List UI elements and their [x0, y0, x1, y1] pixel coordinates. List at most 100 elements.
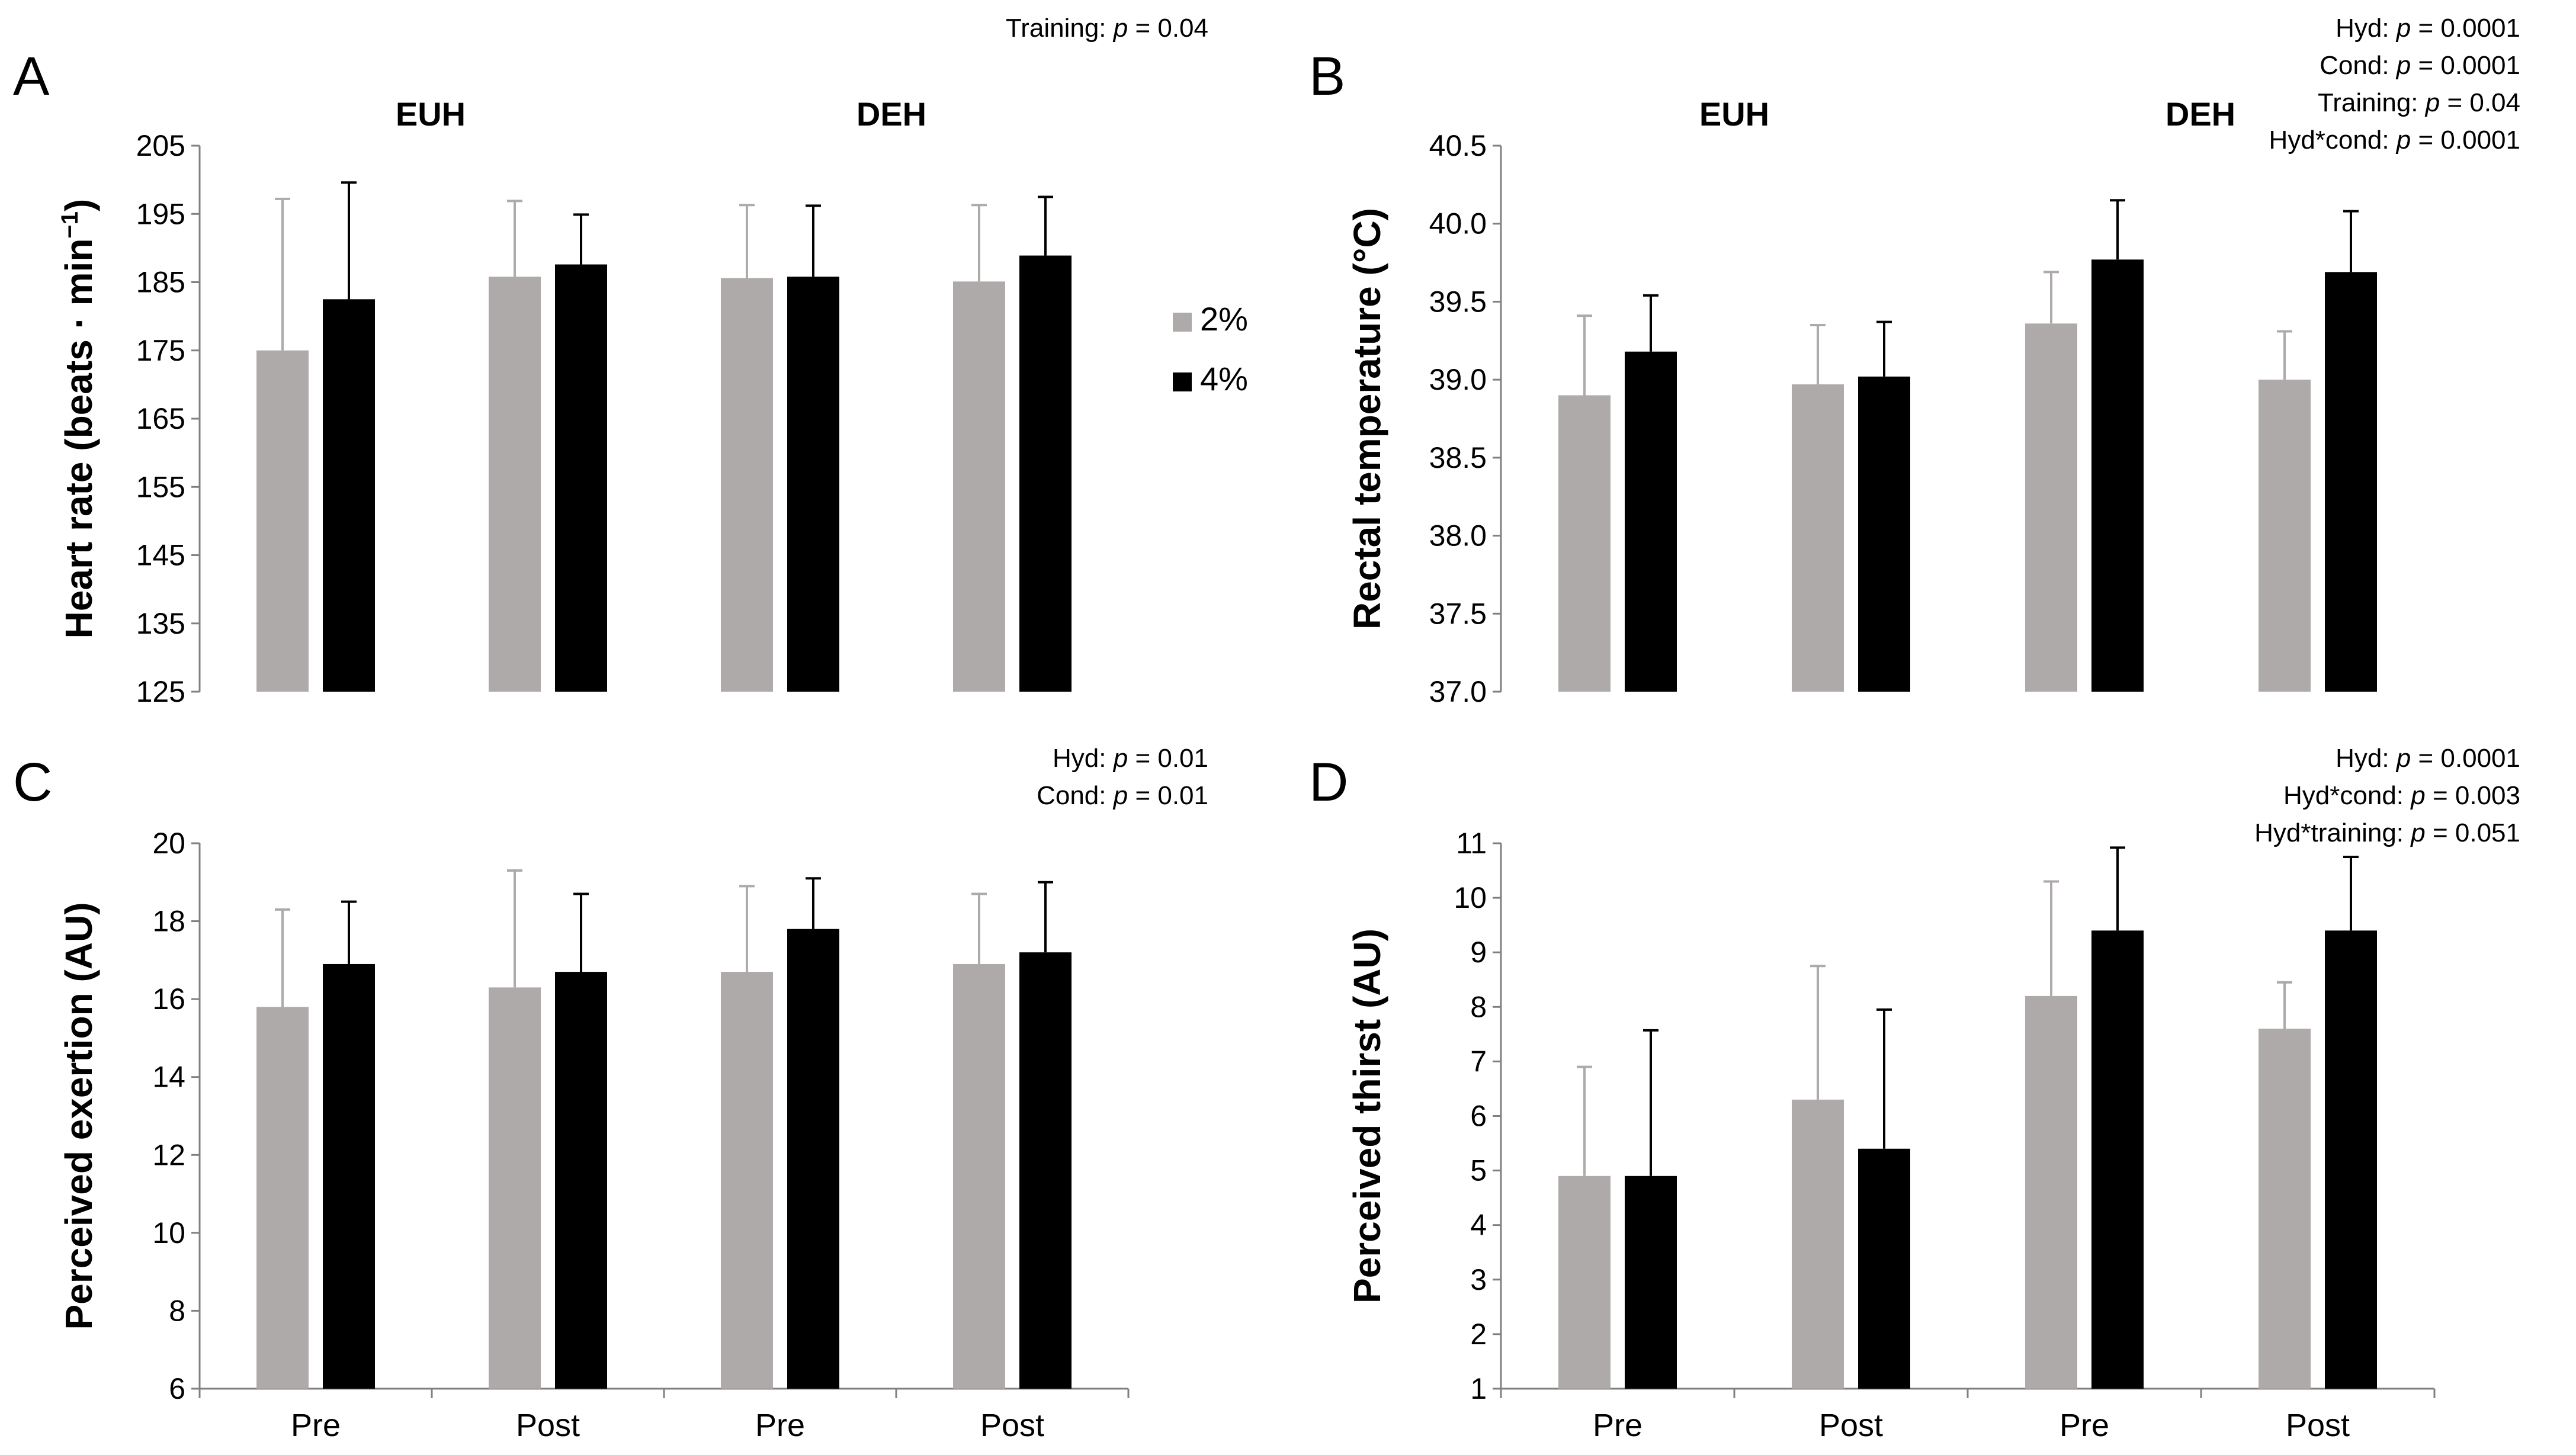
stat-annotation: Training: p = 0.04: [1006, 14, 1208, 43]
bar-4pct: [1019, 952, 1072, 1389]
y-tick-label: 165: [136, 402, 185, 435]
bar-4pct: [555, 264, 607, 692]
bar-2pct: [721, 972, 773, 1389]
y-tick-label: 205: [136, 129, 185, 162]
bar-2pct: [2025, 323, 2077, 692]
legend: 2% 4%: [1173, 300, 1248, 397]
x-tick-label: Post: [980, 1408, 1044, 1443]
y-tick-label: 39.5: [1429, 285, 1487, 318]
y-tick-label: 1: [1470, 1372, 1487, 1405]
panel-letter: C: [13, 752, 52, 812]
y-tick-label: 5: [1470, 1154, 1487, 1187]
bar-4pct: [2091, 930, 2144, 1389]
y-tick-label: 11: [1456, 827, 1487, 860]
stat-annotation: Hyd: p = 0.01: [1053, 744, 1208, 773]
stat-annotation: Cond: p = 0.0001: [2320, 51, 2520, 80]
y-tick-label: 39.0: [1429, 363, 1487, 396]
bar-2pct: [1558, 1175, 1611, 1389]
panel-d: D Hyd: p = 0.0001 Hyd*cond: p = 0.003 Hyd*t…: [1309, 744, 2520, 1443]
bar-2pct: [489, 277, 541, 692]
bar-4pct: [1019, 255, 1072, 692]
bar-4pct: [2325, 930, 2377, 1389]
bar-2pct: [1792, 1099, 1844, 1389]
bar-2pct: [1558, 395, 1611, 692]
legend-swatch: [1173, 313, 1192, 332]
y-tick-label: 8: [169, 1294, 185, 1327]
legend-label: 2%: [1200, 300, 1248, 338]
bar-4pct: [1625, 351, 1677, 692]
y-tick-label: 16: [152, 982, 185, 1016]
stat-annotation: Hyd: p = 0.0001: [2336, 14, 2520, 43]
y-tick-label: 185: [136, 266, 185, 299]
y-tick-label: 9: [1470, 936, 1487, 969]
bar-2pct: [256, 350, 309, 692]
legend-swatch: [1173, 372, 1192, 391]
group-label: EUH: [1699, 95, 1769, 133]
y-tick-label: 8: [1470, 990, 1487, 1023]
y-tick-label: 6: [169, 1372, 185, 1405]
stat-annotation: Hyd*cond: p = 0.003: [2283, 781, 2520, 810]
y-axis-label: Perceived exertion (AU): [57, 902, 100, 1329]
legend-label: 4%: [1200, 360, 1248, 397]
y-tick-label: 12: [152, 1138, 185, 1171]
bar-4pct: [555, 972, 607, 1389]
y-tick-label: 10: [1454, 881, 1487, 914]
panel-letter: B: [1309, 46, 1345, 107]
y-tick-label: 6: [1470, 1100, 1487, 1133]
bar-2pct: [721, 278, 773, 692]
bar-2pct: [1792, 384, 1844, 692]
y-tick-label: 195: [136, 197, 185, 230]
bar-2pct: [489, 987, 541, 1389]
y-tick-label: 40.5: [1429, 129, 1487, 162]
y-tick-label: 2: [1470, 1318, 1487, 1351]
y-tick-label: 40.0: [1429, 207, 1487, 240]
y-tick-label: 20: [152, 827, 185, 860]
bar-4pct: [1625, 1175, 1677, 1389]
x-tick-label: Pre: [291, 1408, 341, 1443]
y-tick-label: 38.0: [1429, 519, 1487, 553]
y-tick-label: 7: [1470, 1045, 1487, 1078]
bar-4pct: [787, 277, 839, 692]
bar-2pct: [2259, 1029, 2311, 1389]
group-label: EUH: [396, 95, 466, 133]
x-tick-label: Pre: [2059, 1408, 2109, 1443]
panel-letter: A: [13, 46, 50, 107]
bar-4pct: [323, 299, 375, 692]
y-tick-label: 125: [136, 675, 185, 708]
x-tick-label: Post: [2286, 1408, 2350, 1443]
y-axis-label: Perceived thirst (AU): [1346, 929, 1388, 1303]
y-tick-label: 155: [136, 470, 185, 503]
stat-annotation: Training: p = 0.04: [2318, 88, 2520, 117]
y-tick-label: 4: [1470, 1209, 1487, 1242]
y-tick-label: 38.5: [1429, 441, 1487, 474]
x-tick-label: Post: [1819, 1408, 1883, 1443]
y-tick-label: 135: [136, 607, 185, 640]
stat-annotation: Hyd: p = 0.0001: [2336, 744, 2520, 773]
x-tick-label: Pre: [1593, 1408, 1643, 1443]
bar-4pct: [1858, 1148, 1910, 1389]
group-label: DEH: [2166, 95, 2235, 133]
stat-annotation: Hyd*cond: p = 0.0001: [2269, 126, 2520, 155]
bar-4pct: [2325, 272, 2377, 692]
bar-4pct: [2091, 259, 2144, 692]
y-tick-label: 14: [152, 1061, 185, 1094]
group-label: DEH: [856, 95, 926, 133]
y-tick-label: 3: [1470, 1263, 1487, 1296]
y-axis-label: Rectal temperature (°C): [1346, 208, 1388, 629]
bar-4pct: [323, 963, 375, 1389]
y-axis-label: Heart rate (beats · min−1): [57, 199, 100, 639]
y-tick-label: 175: [136, 334, 185, 367]
y-tick-label: 10: [152, 1216, 185, 1250]
bar-2pct: [2025, 995, 2077, 1389]
bar-2pct: [953, 963, 1005, 1389]
bar-4pct: [787, 929, 839, 1389]
bar-2pct: [256, 1007, 309, 1389]
panel-b: B Hyd: p = 0.0001 Cond: p = 0.0001 Training…: [1309, 14, 2520, 708]
stat-annotation: Hyd*training: p = 0.051: [2254, 818, 2520, 847]
panel-letter: D: [1309, 752, 1348, 812]
bar-2pct: [2259, 380, 2311, 692]
y-tick-label: 18: [152, 905, 185, 938]
y-tick-label: 37.5: [1429, 597, 1487, 630]
stat-annotation: Cond: p = 0.01: [1037, 781, 1208, 810]
